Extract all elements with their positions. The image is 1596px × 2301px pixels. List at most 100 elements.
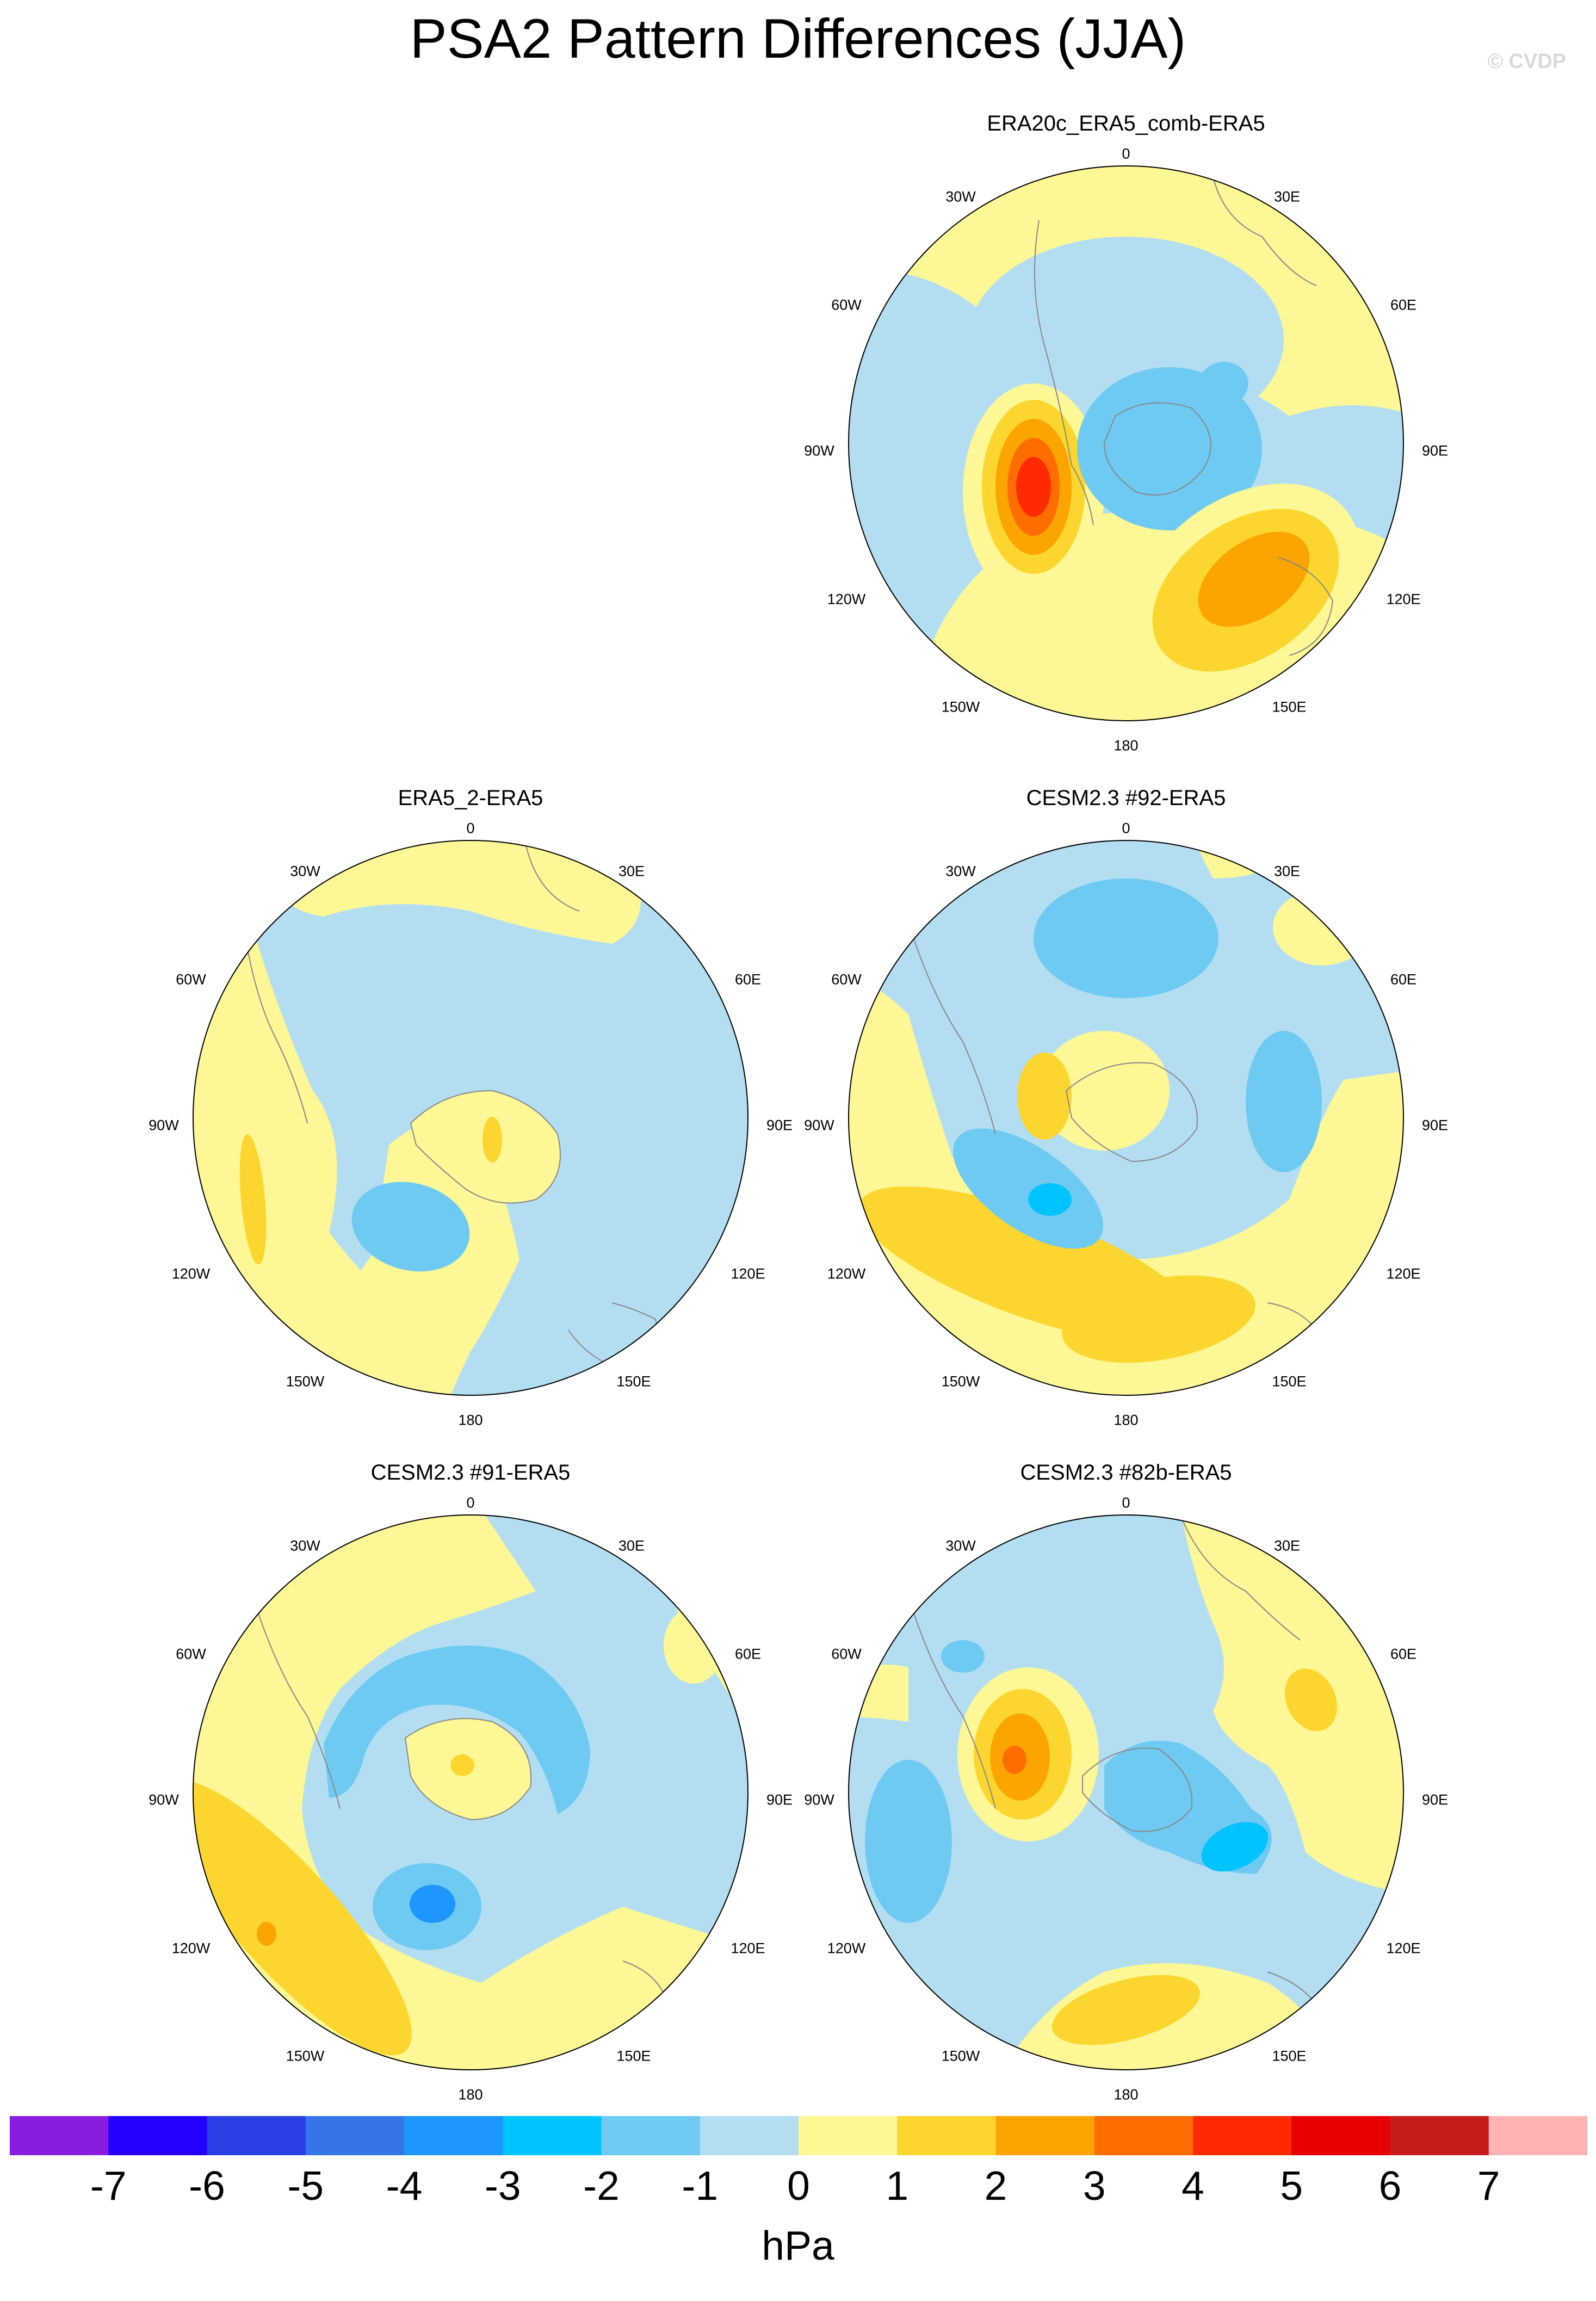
lon-label: 120E <box>1386 1940 1421 1957</box>
lon-label: 150E <box>616 1373 651 1390</box>
colorbar-tick-label: 6 <box>1378 2163 1402 2209</box>
colorbar-swatch <box>404 2116 503 2155</box>
lon-label: 150W <box>941 1373 980 1390</box>
polar-map <box>193 1514 748 2070</box>
lon-label: 30W <box>945 188 976 205</box>
lon-label: 120W <box>171 1265 211 1282</box>
colorbar-swatch <box>1390 2116 1489 2155</box>
lon-label: 30W <box>945 863 976 880</box>
lon-label: 60E <box>1390 1646 1417 1662</box>
lon-label: 30W <box>290 1537 320 1554</box>
colorbar-swatch <box>305 2116 405 2155</box>
colorbar-swatch <box>10 2116 109 2155</box>
lon-label: 0 <box>466 820 475 837</box>
lon-label: 90W <box>149 1117 179 1134</box>
panel-cesm-92: CESM2.3 #92-ERA5 0 30E 60E 90E 120E 150E… <box>800 786 1452 1450</box>
polar-map <box>193 840 748 1396</box>
lon-label: 180 <box>1114 737 1139 754</box>
colorbar-swatch <box>601 2116 701 2155</box>
lon-label: 30E <box>1273 863 1301 880</box>
panel-title: CESM2.3 #92-ERA5 <box>1026 786 1226 810</box>
lon-label: 0 <box>1122 145 1130 162</box>
lon-label: 90E <box>766 1791 793 1808</box>
colorbar-tick-label: 5 <box>1280 2163 1303 2209</box>
lon-label: 60W <box>831 971 862 988</box>
colorbar-tick-label: -3 <box>484 2163 521 2209</box>
lon-label: 0 <box>1122 820 1130 837</box>
lon-label: 60E <box>734 971 762 988</box>
lon-label: 30E <box>1273 188 1301 205</box>
lon-label: 60E <box>734 1646 762 1662</box>
polar-map <box>848 165 1404 721</box>
colorbar-swatch <box>700 2116 799 2155</box>
lon-label: 120E <box>1386 591 1421 608</box>
figure-title: PSA2 Pattern Differences (JJA) <box>410 8 1186 70</box>
lon-label: 90W <box>149 1791 179 1808</box>
lon-label: 120E <box>1386 1265 1421 1282</box>
colorbar <box>10 2116 1587 2155</box>
lon-label: 150E <box>1272 698 1307 715</box>
lon-label: 120W <box>827 1265 866 1282</box>
lon-label: 150E <box>1272 2048 1307 2064</box>
lon-label: 30E <box>618 863 645 880</box>
lon-label: 30W <box>290 863 320 880</box>
lon-label: 150E <box>616 2048 651 2064</box>
colorbar-tick-label: 0 <box>787 2163 810 2209</box>
lon-label: 90E <box>766 1117 793 1134</box>
lon-label: 120W <box>827 591 866 608</box>
colorbar-tick-label: -2 <box>583 2163 620 2209</box>
colorbar-swatch <box>1291 2116 1390 2155</box>
lon-label: 90W <box>804 1791 834 1808</box>
colorbar-swatch <box>1094 2116 1193 2155</box>
lon-label: 150W <box>286 1373 325 1390</box>
lon-label: 90W <box>804 1117 834 1134</box>
lon-label: 120E <box>731 1940 765 1957</box>
lon-label: 150E <box>1272 1373 1307 1390</box>
colorbar-tick-label: 3 <box>1082 2163 1106 2209</box>
lon-label: 90W <box>804 442 834 459</box>
colorbar-tick-label: -4 <box>386 2163 423 2209</box>
lon-label: 120W <box>827 1940 866 1957</box>
lon-label: 0 <box>466 1494 475 1511</box>
lon-label: 90E <box>1421 442 1449 459</box>
panel-cesm-82b: CESM2.3 #82b-ERA5 0 30E 60E 90E 120E <box>800 1461 1452 2124</box>
lon-label: 180 <box>1114 1412 1139 1428</box>
colorbar-tick-label: -6 <box>189 2163 225 2209</box>
lon-label: 90E <box>1421 1117 1449 1134</box>
lon-label: 90E <box>1421 1791 1449 1808</box>
colorbar-tick-label: 7 <box>1477 2163 1500 2209</box>
lon-label: 0 <box>1122 1494 1130 1511</box>
lon-label: 60W <box>176 971 206 988</box>
colorbar-swatch <box>897 2116 996 2155</box>
panel-title: CESM2.3 #91-ERA5 <box>370 1461 571 1484</box>
colorbar-unit: hPa <box>762 2223 834 2268</box>
polar-map <box>848 840 1404 1396</box>
lon-label: 180 <box>458 2086 483 2103</box>
colorbar-tick-label: -7 <box>90 2163 127 2209</box>
lon-label: 150W <box>941 698 980 715</box>
lon-label: 60W <box>831 1646 862 1662</box>
lon-label: 30E <box>618 1537 645 1554</box>
colorbar-tick-label: 2 <box>984 2163 1007 2209</box>
polar-map <box>848 1514 1404 2070</box>
lon-label: 60W <box>831 296 862 313</box>
colorbar-tick-label: -5 <box>287 2163 324 2209</box>
watermark: © CVDP <box>1487 50 1566 73</box>
colorbar-swatch <box>108 2116 207 2155</box>
panel-era5-2: ERA5_2-ERA5 0 30E 60E 90E 120E 150E 180 … <box>144 786 797 1450</box>
lon-label: 60W <box>176 1646 206 1662</box>
lon-label: 60E <box>1390 971 1417 988</box>
lon-label: 180 <box>1114 2086 1139 2103</box>
colorbar-swatch <box>995 2116 1095 2155</box>
lon-label: 120W <box>171 1940 211 1957</box>
panel-title: ERA20c_ERA5_comb-ERA5 <box>987 112 1265 135</box>
colorbar-tick-label: 1 <box>886 2163 909 2209</box>
lon-label: 60E <box>1390 296 1417 313</box>
panel-cesm-91: CESM2.3 #91-ERA5 0 30E 60E 90E 120E 150E… <box>144 1461 797 2124</box>
lon-label: 30W <box>945 1537 976 1554</box>
panel-era20c-comb: ERA20c_ERA5_comb-ERA5 0 30E 60E 90E 12 <box>800 112 1452 775</box>
colorbar-swatch <box>207 2116 306 2155</box>
panel-title: ERA5_2-ERA5 <box>398 786 543 810</box>
lon-label: 150W <box>941 2048 980 2064</box>
colorbar-swatch <box>1488 2116 1587 2155</box>
